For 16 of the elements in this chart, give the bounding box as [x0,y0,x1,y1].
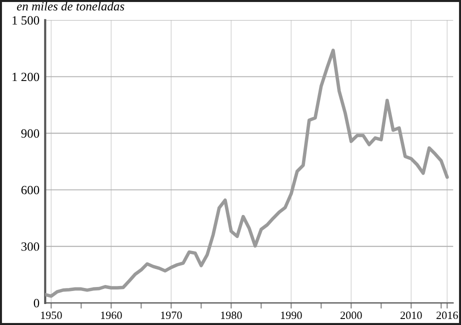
x-tick-label: 1970 [161,312,182,320]
y-tick-label: 900 [21,129,40,138]
x-tick-label: 1950 [41,312,62,320]
chart-title: en miles de toneladas [17,2,124,11]
x-tick-label: 2000 [340,312,362,320]
y-tick-label: 600 [21,186,40,194]
y-tick-label: 0 [34,298,40,308]
x-tick-label: 1960 [101,312,122,320]
y-tick-label: 300 [21,242,40,251]
x-tick-label: 1990 [281,312,302,320]
y-tick-label: 1 500 [12,16,40,25]
line-series [45,48,449,298]
y-tick-label: 1 200 [12,72,40,82]
x-tick-label: 1980 [221,312,242,320]
x-tick-label: 2010 [400,312,422,320]
x-tick-label: 2016 [436,312,458,320]
